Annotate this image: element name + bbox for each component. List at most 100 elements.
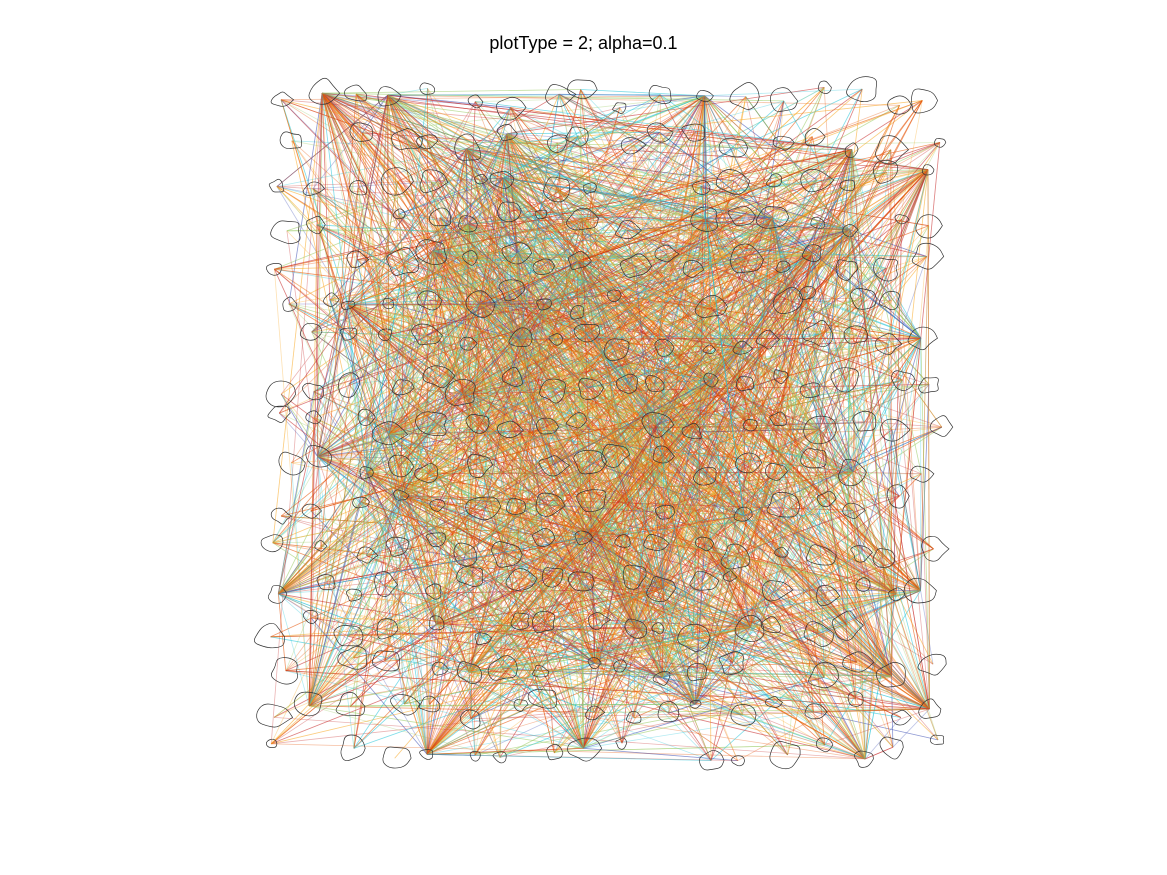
edge: [466, 224, 821, 556]
edge: [580, 89, 584, 749]
edge: [285, 626, 751, 672]
edge: [432, 424, 853, 473]
edge: [582, 425, 751, 749]
edge: [581, 218, 663, 678]
edge: [321, 92, 711, 307]
edge: [387, 95, 544, 699]
edge: [662, 677, 939, 741]
edge: [348, 250, 434, 335]
edge: [384, 253, 812, 585]
edge: [479, 303, 776, 591]
edge: [436, 303, 545, 506]
edge: [366, 555, 595, 664]
edge: [288, 303, 853, 473]
edge: [741, 185, 847, 349]
edge: [662, 677, 901, 718]
edge: [348, 253, 812, 306]
edge: [437, 471, 853, 506]
edge: [357, 259, 921, 339]
edge: [577, 261, 663, 589]
edge: [846, 229, 851, 626]
edge: [811, 136, 930, 710]
edge: [519, 95, 705, 340]
edge: [502, 627, 636, 669]
edge: [406, 138, 921, 591]
edge: [313, 229, 850, 393]
edge: [427, 141, 596, 664]
edge: [398, 213, 663, 589]
edge: [321, 92, 363, 134]
edge: [519, 338, 743, 349]
edge: [593, 149, 853, 501]
edge: [387, 95, 514, 378]
edge: [466, 100, 923, 150]
edge: [427, 141, 663, 679]
edge: [506, 554, 930, 710]
edge: [398, 95, 705, 215]
edge: [466, 148, 781, 378]
edge: [542, 95, 705, 267]
edge: [470, 258, 480, 304]
edge: [426, 229, 851, 755]
edge: [321, 93, 463, 394]
edge: [633, 379, 712, 577]
edge: [583, 537, 636, 628]
edge: [426, 259, 746, 755]
edge: [817, 222, 850, 231]
edge: [466, 224, 712, 761]
edge: [745, 96, 922, 339]
edge: [397, 181, 663, 679]
edge: [474, 101, 579, 262]
edge: [582, 181, 776, 749]
edge: [348, 304, 362, 502]
edge: [272, 542, 696, 705]
edge: [436, 169, 929, 540]
edge: [317, 297, 865, 457]
edge: [321, 93, 358, 260]
edge: [288, 93, 323, 305]
edge: [313, 252, 518, 393]
edge: [502, 177, 712, 381]
edge: [360, 501, 892, 677]
edge: [891, 429, 921, 591]
edge: [366, 303, 480, 418]
edge: [317, 456, 585, 538]
edge: [466, 148, 659, 629]
edge: [387, 94, 743, 217]
edge: [466, 224, 663, 679]
edge: [322, 92, 852, 151]
edge: [466, 224, 750, 464]
edge: [277, 187, 591, 594]
edge: [502, 107, 621, 179]
edge: [308, 547, 399, 706]
edge: [553, 391, 663, 679]
edge: [387, 302, 892, 677]
edge: [321, 92, 889, 345]
edge: [705, 218, 900, 497]
edge: [479, 303, 857, 336]
edge: [510, 229, 850, 431]
edge: [388, 434, 503, 669]
edge: [704, 95, 922, 339]
edge: [387, 94, 772, 626]
edge: [353, 379, 712, 596]
edge: [653, 383, 930, 710]
edge: [704, 95, 819, 634]
edge: [403, 224, 468, 705]
edge: [576, 261, 579, 313]
edge: [585, 332, 696, 705]
edge: [694, 703, 866, 760]
edge: [471, 253, 812, 577]
edge: [397, 379, 712, 548]
edge: [400, 495, 665, 513]
edge: [366, 347, 665, 473]
edge: [594, 662, 738, 761]
edge: [461, 393, 712, 761]
edge: [578, 135, 636, 628]
edge: [507, 133, 667, 255]
edge: [558, 93, 773, 218]
edge: [402, 387, 463, 395]
edge: [348, 304, 463, 395]
edge: [429, 149, 853, 301]
